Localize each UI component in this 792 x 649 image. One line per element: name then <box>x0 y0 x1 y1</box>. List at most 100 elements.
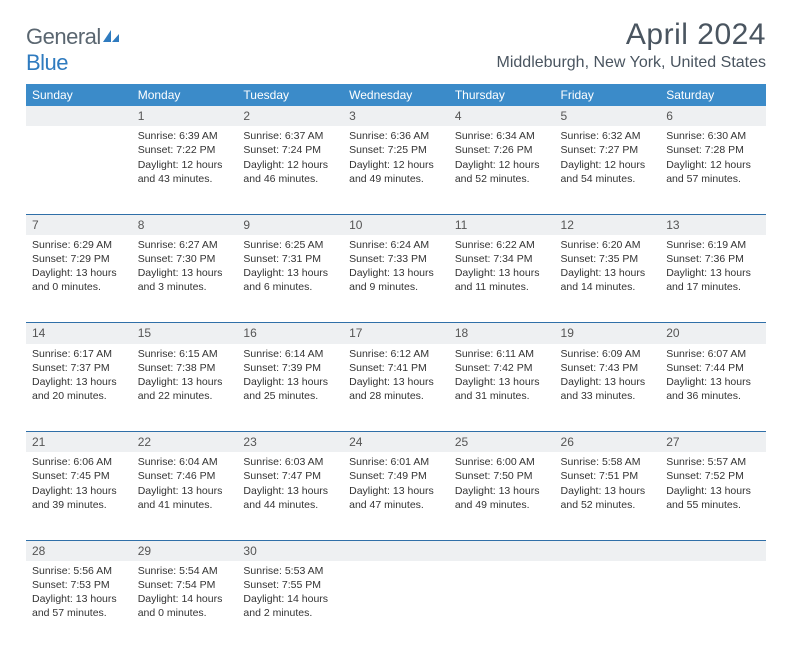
day-number: 11 <box>449 214 555 235</box>
day-cell: Sunrise: 6:36 AMSunset: 7:25 PMDaylight:… <box>343 126 449 214</box>
weekday-header-row: SundayMondayTuesdayWednesdayThursdayFrid… <box>26 84 766 106</box>
day-cell: Sunrise: 6:15 AMSunset: 7:38 PMDaylight:… <box>132 344 238 432</box>
day-cell: Sunrise: 5:54 AMSunset: 7:54 PMDaylight:… <box>132 561 238 649</box>
sunrise-line: Sunrise: 6:36 AM <box>349 129 443 143</box>
day-number: 24 <box>343 432 449 453</box>
sunrise-line: Sunrise: 6:09 AM <box>561 347 655 361</box>
sunrise-line: Sunrise: 5:53 AM <box>243 564 337 578</box>
daylight-line: Daylight: 13 hours and 47 minutes. <box>349 484 443 512</box>
sunset-line: Sunset: 7:54 PM <box>138 578 232 592</box>
day-number <box>449 540 555 561</box>
month-title: April 2024 <box>497 18 766 52</box>
day-number: 16 <box>237 323 343 344</box>
day-cell: Sunrise: 6:32 AMSunset: 7:27 PMDaylight:… <box>555 126 661 214</box>
daylight-line: Daylight: 14 hours and 0 minutes. <box>138 592 232 620</box>
sunset-line: Sunset: 7:37 PM <box>32 361 126 375</box>
sunset-line: Sunset: 7:46 PM <box>138 469 232 483</box>
daylight-line: Daylight: 13 hours and 11 minutes. <box>455 266 549 294</box>
day-cell: Sunrise: 6:25 AMSunset: 7:31 PMDaylight:… <box>237 235 343 323</box>
day-cell: Sunrise: 6:06 AMSunset: 7:45 PMDaylight:… <box>26 452 132 540</box>
daylight-line: Daylight: 13 hours and 3 minutes. <box>138 266 232 294</box>
sunrise-line: Sunrise: 6:17 AM <box>32 347 126 361</box>
day-number: 19 <box>555 323 661 344</box>
day-number <box>26 106 132 126</box>
daylight-line: Daylight: 12 hours and 57 minutes. <box>666 158 760 186</box>
sunset-line: Sunset: 7:50 PM <box>455 469 549 483</box>
day-cell: Sunrise: 6:14 AMSunset: 7:39 PMDaylight:… <box>237 344 343 432</box>
logo-word2: Blue <box>26 50 68 75</box>
daylight-line: Daylight: 13 hours and 0 minutes. <box>32 266 126 294</box>
sunrise-line: Sunrise: 6:19 AM <box>666 238 760 252</box>
day-number: 26 <box>555 432 661 453</box>
week-row: Sunrise: 5:56 AMSunset: 7:53 PMDaylight:… <box>26 561 766 649</box>
weekday-header: Monday <box>132 84 238 106</box>
day-number: 5 <box>555 106 661 126</box>
day-number: 4 <box>449 106 555 126</box>
daylight-line: Daylight: 13 hours and 31 minutes. <box>455 375 549 403</box>
sunrise-line: Sunrise: 6:24 AM <box>349 238 443 252</box>
daylight-line: Daylight: 13 hours and 6 minutes. <box>243 266 337 294</box>
day-cell <box>449 561 555 649</box>
day-number: 15 <box>132 323 238 344</box>
sunrise-line: Sunrise: 6:04 AM <box>138 455 232 469</box>
calendar-table: SundayMondayTuesdayWednesdayThursdayFrid… <box>26 84 766 649</box>
day-cell <box>26 126 132 214</box>
day-cell: Sunrise: 6:01 AMSunset: 7:49 PMDaylight:… <box>343 452 449 540</box>
sunrise-line: Sunrise: 6:39 AM <box>138 129 232 143</box>
sunset-line: Sunset: 7:55 PM <box>243 578 337 592</box>
sunrise-line: Sunrise: 5:57 AM <box>666 455 760 469</box>
day-number: 28 <box>26 540 132 561</box>
sunset-line: Sunset: 7:28 PM <box>666 143 760 157</box>
sunset-line: Sunset: 7:27 PM <box>561 143 655 157</box>
sunset-line: Sunset: 7:31 PM <box>243 252 337 266</box>
day-number: 29 <box>132 540 238 561</box>
daylight-line: Daylight: 13 hours and 22 minutes. <box>138 375 232 403</box>
day-cell: Sunrise: 6:20 AMSunset: 7:35 PMDaylight:… <box>555 235 661 323</box>
sunset-line: Sunset: 7:51 PM <box>561 469 655 483</box>
day-cell: Sunrise: 6:37 AMSunset: 7:24 PMDaylight:… <box>237 126 343 214</box>
sunrise-line: Sunrise: 6:03 AM <box>243 455 337 469</box>
day-number <box>660 540 766 561</box>
header: GeneralBlue April 2024 Middleburgh, New … <box>26 18 766 76</box>
sunset-line: Sunset: 7:42 PM <box>455 361 549 375</box>
logo-sail-icon <box>101 24 121 50</box>
day-cell: Sunrise: 6:09 AMSunset: 7:43 PMDaylight:… <box>555 344 661 432</box>
day-cell: Sunrise: 5:53 AMSunset: 7:55 PMDaylight:… <box>237 561 343 649</box>
logo: GeneralBlue <box>26 24 121 76</box>
sunset-line: Sunset: 7:33 PM <box>349 252 443 266</box>
sunrise-line: Sunrise: 6:06 AM <box>32 455 126 469</box>
daylight-line: Daylight: 12 hours and 52 minutes. <box>455 158 549 186</box>
sunrise-line: Sunrise: 5:56 AM <box>32 564 126 578</box>
day-cell: Sunrise: 5:56 AMSunset: 7:53 PMDaylight:… <box>26 561 132 649</box>
sunrise-line: Sunrise: 6:37 AM <box>243 129 337 143</box>
weekday-header: Sunday <box>26 84 132 106</box>
daynum-row: 282930 <box>26 540 766 561</box>
day-number: 12 <box>555 214 661 235</box>
day-number: 30 <box>237 540 343 561</box>
sunset-line: Sunset: 7:29 PM <box>32 252 126 266</box>
day-number: 20 <box>660 323 766 344</box>
sunset-line: Sunset: 7:22 PM <box>138 143 232 157</box>
day-cell: Sunrise: 5:58 AMSunset: 7:51 PMDaylight:… <box>555 452 661 540</box>
daylight-line: Daylight: 13 hours and 17 minutes. <box>666 266 760 294</box>
day-cell <box>660 561 766 649</box>
day-number <box>343 540 449 561</box>
day-cell: Sunrise: 6:03 AMSunset: 7:47 PMDaylight:… <box>237 452 343 540</box>
daynum-row: 78910111213 <box>26 214 766 235</box>
title-block: April 2024 Middleburgh, New York, United… <box>497 18 766 72</box>
sunset-line: Sunset: 7:41 PM <box>349 361 443 375</box>
day-number: 3 <box>343 106 449 126</box>
sunset-line: Sunset: 7:43 PM <box>561 361 655 375</box>
daylight-line: Daylight: 13 hours and 57 minutes. <box>32 592 126 620</box>
day-cell: Sunrise: 6:24 AMSunset: 7:33 PMDaylight:… <box>343 235 449 323</box>
daynum-row: 123456 <box>26 106 766 126</box>
sunset-line: Sunset: 7:36 PM <box>666 252 760 266</box>
daynum-row: 21222324252627 <box>26 432 766 453</box>
day-cell: Sunrise: 6:27 AMSunset: 7:30 PMDaylight:… <box>132 235 238 323</box>
daylight-line: Daylight: 13 hours and 55 minutes. <box>666 484 760 512</box>
daylight-line: Daylight: 13 hours and 49 minutes. <box>455 484 549 512</box>
day-number: 27 <box>660 432 766 453</box>
daylight-line: Daylight: 13 hours and 9 minutes. <box>349 266 443 294</box>
weekday-header: Wednesday <box>343 84 449 106</box>
sunrise-line: Sunrise: 6:27 AM <box>138 238 232 252</box>
